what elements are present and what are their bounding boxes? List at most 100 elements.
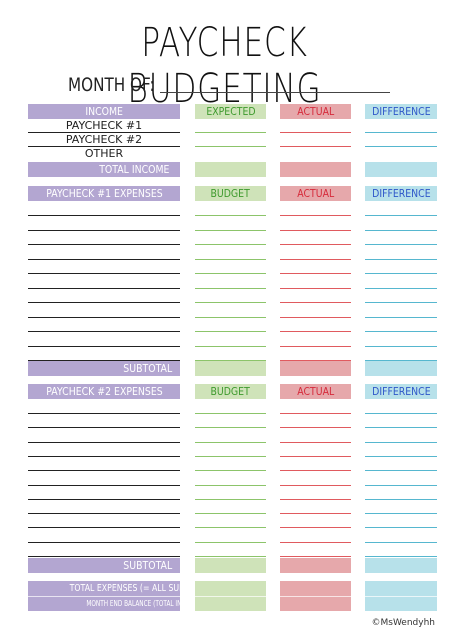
expense-line[interactable] <box>365 556 437 557</box>
expense-line[interactable] <box>280 215 351 216</box>
expense-line[interactable] <box>195 360 266 361</box>
expense-line[interactable] <box>280 542 351 543</box>
expense-line[interactable] <box>28 427 180 428</box>
expense-line[interactable] <box>195 442 266 443</box>
expense-line[interactable] <box>195 346 266 347</box>
expense-line[interactable] <box>195 556 266 557</box>
expense-line[interactable] <box>28 331 180 332</box>
expense-line[interactable] <box>280 346 351 347</box>
expense-line[interactable] <box>365 317 437 318</box>
expense-line[interactable] <box>365 215 437 216</box>
expense-line[interactable] <box>28 288 180 289</box>
paycheck1-subtotal-actual-cell[interactable] <box>280 361 351 376</box>
expense-line[interactable] <box>195 413 266 414</box>
expense-line[interactable] <box>28 317 180 318</box>
expense-line[interactable] <box>195 470 266 471</box>
expense-line[interactable] <box>280 360 351 361</box>
expense-line[interactable] <box>365 360 437 361</box>
expense-line[interactable] <box>280 331 351 332</box>
expense-line[interactable] <box>195 230 266 231</box>
expense-line[interactable] <box>280 513 351 514</box>
total-income-actual-cell[interactable] <box>280 162 351 177</box>
expense-line[interactable] <box>280 413 351 414</box>
expense-line[interactable] <box>280 470 351 471</box>
income-row-paycheck1: PAYCHECK #1 <box>65 119 143 132</box>
paycheck2-subtotal-difference-cell[interactable] <box>365 558 437 573</box>
expense-line[interactable] <box>28 360 180 361</box>
expense-line[interactable] <box>280 485 351 486</box>
paycheck1-subtotal-difference-cell[interactable] <box>365 361 437 376</box>
expense-line[interactable] <box>28 215 180 216</box>
expense-line[interactable] <box>195 302 266 303</box>
expense-line[interactable] <box>365 513 437 514</box>
expense-line[interactable] <box>280 442 351 443</box>
paycheck1-subtotal-budget-cell[interactable] <box>195 361 266 376</box>
total-income-expected-cell[interactable] <box>195 162 266 177</box>
expense-line[interactable] <box>28 499 180 500</box>
expense-line[interactable] <box>195 259 266 260</box>
month-label: MONTH OF: <box>68 74 155 96</box>
expense-line[interactable] <box>28 527 180 528</box>
expense-line[interactable] <box>195 273 266 274</box>
expense-line[interactable] <box>195 215 266 216</box>
expense-line[interactable] <box>280 317 351 318</box>
total-income-difference-cell[interactable] <box>365 162 437 177</box>
expense-line[interactable] <box>365 427 437 428</box>
expense-line[interactable] <box>365 442 437 443</box>
expense-line[interactable] <box>365 527 437 528</box>
expense-line[interactable] <box>195 244 266 245</box>
expense-line[interactable] <box>195 317 266 318</box>
expense-line[interactable] <box>365 413 437 414</box>
expense-line[interactable] <box>280 499 351 500</box>
expense-line[interactable] <box>280 244 351 245</box>
expense-line[interactable] <box>280 527 351 528</box>
expense-line[interactable] <box>365 542 437 543</box>
expense-line[interactable] <box>195 288 266 289</box>
expense-line[interactable] <box>195 456 266 457</box>
expense-line[interactable] <box>195 331 266 332</box>
expense-line[interactable] <box>28 442 180 443</box>
paycheck2-subtotal-actual-cell[interactable] <box>280 558 351 573</box>
expense-line[interactable] <box>195 527 266 528</box>
expense-line[interactable] <box>365 346 437 347</box>
expense-line[interactable] <box>28 230 180 231</box>
expense-line[interactable] <box>28 302 180 303</box>
expense-line[interactable] <box>365 288 437 289</box>
expense-line[interactable] <box>365 499 437 500</box>
expense-line[interactable] <box>365 456 437 457</box>
expense-line[interactable] <box>365 230 437 231</box>
expense-line[interactable] <box>28 273 180 274</box>
expense-line[interactable] <box>280 456 351 457</box>
expense-line[interactable] <box>28 346 180 347</box>
expense-line[interactable] <box>195 485 266 486</box>
expense-line[interactable] <box>28 485 180 486</box>
expense-line[interactable] <box>195 499 266 500</box>
expense-line[interactable] <box>280 230 351 231</box>
expense-line[interactable] <box>28 456 180 457</box>
expense-line[interactable] <box>280 556 351 557</box>
expense-line[interactable] <box>28 259 180 260</box>
expense-line[interactable] <box>195 513 266 514</box>
month-input-line[interactable] <box>160 92 390 93</box>
expense-line[interactable] <box>365 470 437 471</box>
expense-line[interactable] <box>28 244 180 245</box>
expense-line[interactable] <box>280 427 351 428</box>
expense-line[interactable] <box>280 259 351 260</box>
expense-line[interactable] <box>365 331 437 332</box>
expense-line[interactable] <box>365 485 437 486</box>
expense-line[interactable] <box>28 556 180 557</box>
expense-line[interactable] <box>365 273 437 274</box>
expense-line[interactable] <box>195 427 266 428</box>
expense-line[interactable] <box>280 288 351 289</box>
expense-line[interactable] <box>28 413 180 414</box>
expense-line[interactable] <box>365 302 437 303</box>
paycheck2-subtotal-budget-cell[interactable] <box>195 558 266 573</box>
expense-line[interactable] <box>280 273 351 274</box>
expense-line[interactable] <box>28 513 180 514</box>
expense-line[interactable] <box>280 302 351 303</box>
expense-line[interactable] <box>365 259 437 260</box>
expense-line[interactable] <box>28 470 180 471</box>
expense-line[interactable] <box>195 542 266 543</box>
expense-line[interactable] <box>28 542 180 543</box>
expense-line[interactable] <box>365 244 437 245</box>
